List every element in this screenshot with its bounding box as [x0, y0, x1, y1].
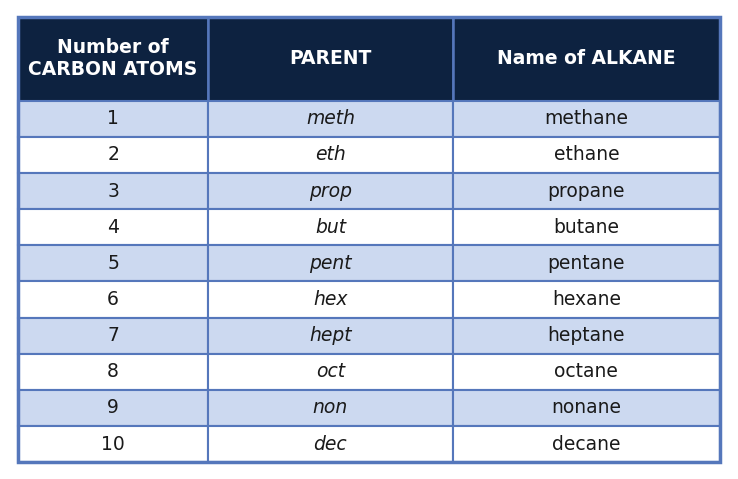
- Text: butane: butane: [554, 217, 619, 237]
- FancyBboxPatch shape: [453, 318, 720, 354]
- Text: hept: hept: [309, 326, 352, 345]
- FancyBboxPatch shape: [18, 209, 208, 245]
- Text: octane: octane: [554, 362, 618, 381]
- FancyBboxPatch shape: [453, 209, 720, 245]
- FancyBboxPatch shape: [208, 17, 453, 101]
- FancyBboxPatch shape: [208, 318, 453, 354]
- Text: pentane: pentane: [548, 254, 625, 273]
- FancyBboxPatch shape: [208, 173, 453, 209]
- FancyBboxPatch shape: [18, 17, 208, 101]
- FancyBboxPatch shape: [18, 245, 208, 282]
- FancyBboxPatch shape: [453, 390, 720, 426]
- Text: pent: pent: [309, 254, 352, 273]
- Text: but: but: [315, 217, 346, 237]
- Text: Name of ALKANE: Name of ALKANE: [497, 49, 675, 68]
- FancyBboxPatch shape: [453, 354, 720, 390]
- FancyBboxPatch shape: [453, 17, 720, 101]
- FancyBboxPatch shape: [453, 173, 720, 209]
- FancyBboxPatch shape: [18, 354, 208, 390]
- FancyBboxPatch shape: [208, 101, 453, 137]
- FancyBboxPatch shape: [453, 137, 720, 173]
- Text: hex: hex: [313, 290, 348, 309]
- Text: methane: methane: [545, 109, 628, 128]
- FancyBboxPatch shape: [208, 282, 453, 318]
- FancyBboxPatch shape: [208, 245, 453, 282]
- FancyBboxPatch shape: [208, 209, 453, 245]
- Text: 8: 8: [107, 362, 119, 381]
- Text: ethane: ethane: [554, 145, 619, 164]
- FancyBboxPatch shape: [18, 137, 208, 173]
- Text: PARENT: PARENT: [289, 49, 372, 68]
- Text: 10: 10: [101, 434, 125, 454]
- FancyBboxPatch shape: [453, 282, 720, 318]
- Text: 2: 2: [107, 145, 119, 164]
- FancyBboxPatch shape: [453, 426, 720, 462]
- FancyBboxPatch shape: [18, 282, 208, 318]
- FancyBboxPatch shape: [18, 318, 208, 354]
- Text: 9: 9: [107, 399, 119, 418]
- Text: 7: 7: [107, 326, 119, 345]
- Text: 4: 4: [107, 217, 119, 237]
- Text: prop: prop: [309, 182, 352, 201]
- FancyBboxPatch shape: [18, 173, 208, 209]
- Text: oct: oct: [316, 362, 345, 381]
- Text: 1: 1: [107, 109, 119, 128]
- FancyBboxPatch shape: [208, 354, 453, 390]
- FancyBboxPatch shape: [208, 426, 453, 462]
- FancyBboxPatch shape: [208, 137, 453, 173]
- Text: nonane: nonane: [551, 399, 621, 418]
- Text: propane: propane: [548, 182, 625, 201]
- Text: meth: meth: [306, 109, 355, 128]
- Text: decane: decane: [552, 434, 621, 454]
- Text: 6: 6: [107, 290, 119, 309]
- Text: 3: 3: [107, 182, 119, 201]
- FancyBboxPatch shape: [18, 426, 208, 462]
- FancyBboxPatch shape: [453, 101, 720, 137]
- Text: non: non: [313, 399, 348, 418]
- Text: dec: dec: [314, 434, 348, 454]
- Text: heptane: heptane: [548, 326, 625, 345]
- Text: eth: eth: [315, 145, 346, 164]
- FancyBboxPatch shape: [208, 390, 453, 426]
- Text: hexane: hexane: [552, 290, 621, 309]
- FancyBboxPatch shape: [453, 245, 720, 282]
- FancyBboxPatch shape: [18, 390, 208, 426]
- FancyBboxPatch shape: [18, 101, 208, 137]
- Text: Number of
CARBON ATOMS: Number of CARBON ATOMS: [29, 38, 198, 79]
- Text: 5: 5: [107, 254, 119, 273]
